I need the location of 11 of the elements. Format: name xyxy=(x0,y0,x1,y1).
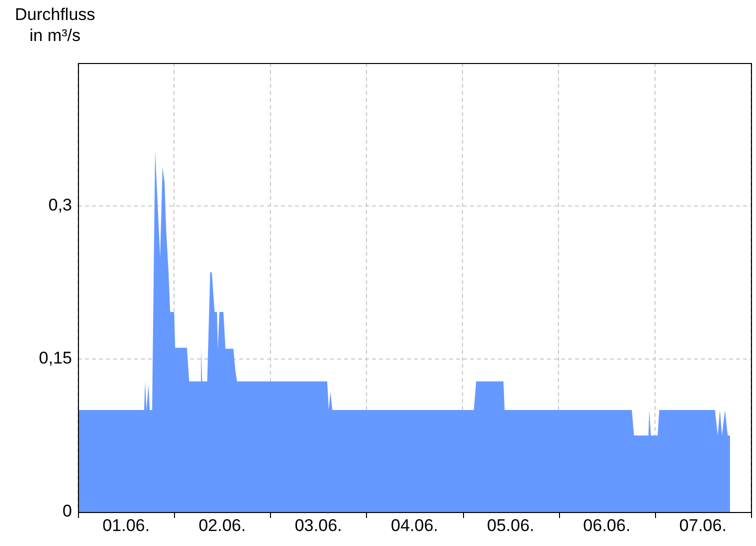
x-tick-label: 01.06. xyxy=(102,516,150,535)
y-tick-label: 0,3 xyxy=(48,196,72,215)
x-tick-label: 04.06. xyxy=(390,516,438,535)
x-tick-label: 05.06. xyxy=(487,516,534,535)
x-tick-label: 02.06. xyxy=(198,516,246,535)
x-tick-label: 07.06. xyxy=(679,516,727,535)
x-tick-label: 03.06. xyxy=(294,516,342,535)
y-tick-label: 0,15 xyxy=(38,348,72,368)
x-tick-label: 06.06. xyxy=(583,516,630,535)
y-axis-title: Durchfluss in m³/s xyxy=(14,4,96,46)
y-tick-label: 0 xyxy=(62,502,72,521)
